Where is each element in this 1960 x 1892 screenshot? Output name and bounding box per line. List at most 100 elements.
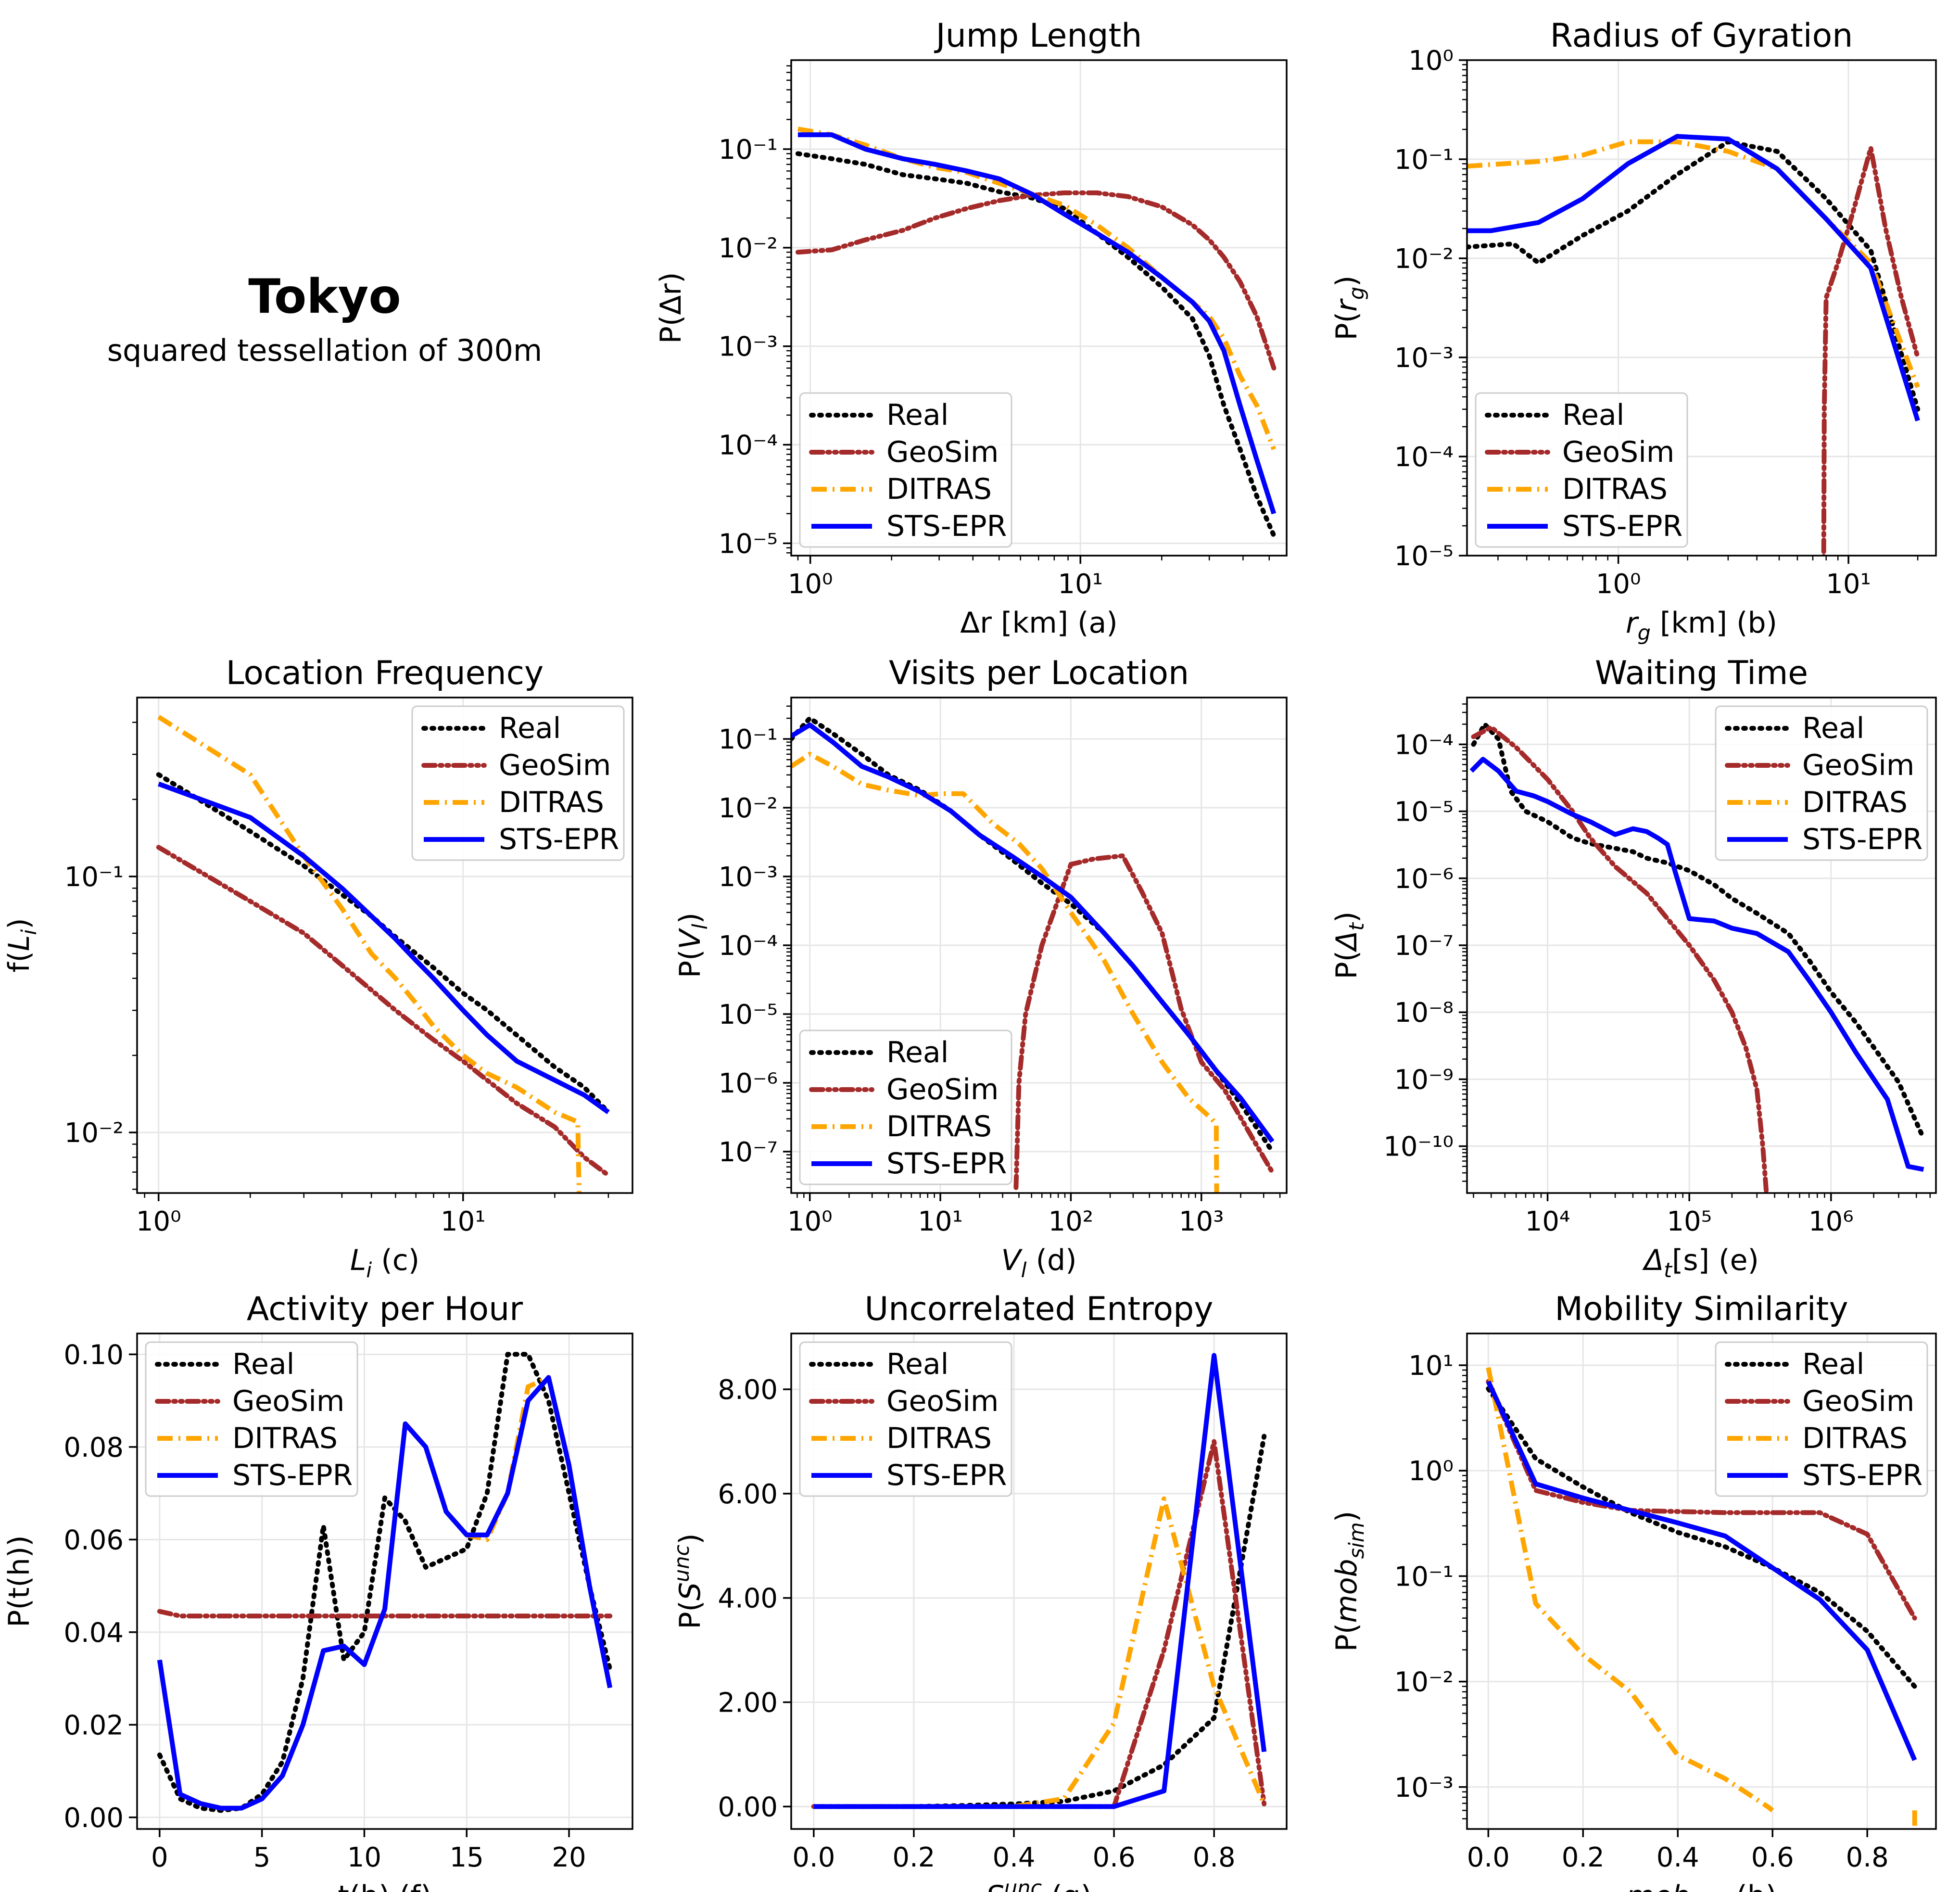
x-tick-label: 0.8	[1846, 1842, 1889, 1873]
y-tick-label: 0.10	[63, 1339, 124, 1371]
y-tick-label: 10⁻²	[1394, 243, 1454, 275]
legend-label: GeoSim	[232, 1384, 344, 1418]
y-tick-label: 0.00	[718, 1791, 778, 1823]
y-tick-label: 10⁻⁶	[719, 1068, 778, 1099]
x-tick-label: 10	[347, 1842, 381, 1873]
legend-label: DITRAS	[886, 1422, 992, 1455]
chart-c: 10⁰ 10¹ 10⁻² 10⁻¹ Location Frequency Li​ (c) f…	[2, 654, 633, 1282]
x-tick-label: 10¹	[1058, 569, 1103, 600]
legend-label: GeoSim	[886, 1384, 999, 1418]
y-tick-label: 10⁻³	[719, 862, 778, 893]
x-axis-label: t(h) (f)	[338, 1879, 431, 1892]
legend-label: DITRAS	[499, 786, 604, 819]
legend-label: Real	[1802, 1347, 1864, 1381]
legend-label: STS-EPR	[886, 509, 1007, 543]
city-subtitle: squared tessellation of 300m	[107, 333, 543, 368]
chart-title: Jump Length	[934, 17, 1142, 55]
chart-g: 0.0 0.2 0.4 0.6 0.8 0.00 2.00 4.00 6.00 8.00 Uncor…	[670, 1290, 1288, 1892]
y-tick-label: 10⁻²	[64, 1117, 124, 1149]
x-tick-label: 0.4	[1657, 1842, 1699, 1873]
x-tick-label: 0.2	[1562, 1842, 1605, 1873]
y-axis-label: P(Sunc​)	[670, 1533, 707, 1629]
legend-label: GeoSim	[886, 1073, 999, 1106]
x-tick-label: 15	[450, 1842, 484, 1873]
legend-label: DITRAS	[1802, 1422, 1908, 1455]
x-tick-label: 0.6	[1093, 1842, 1136, 1873]
series-line-ditras	[791, 751, 1219, 1193]
y-tick-label: 10⁻⁶	[1394, 863, 1454, 895]
legend-label: DITRAS	[232, 1422, 338, 1455]
legend-label: STS-EPR	[1802, 1459, 1922, 1492]
y-tick-label: 10⁻⁷	[1394, 930, 1454, 962]
series-line-ditras	[1467, 139, 1920, 388]
series-line-sts-epr	[1486, 1380, 1917, 1761]
series-line-geosim	[1821, 145, 1921, 556]
x-tick-label: 10⁰	[787, 1206, 833, 1237]
plot-frame	[136, 697, 633, 1194]
legend-label: GeoSim	[886, 435, 999, 469]
y-tick-label: 6.00	[718, 1479, 778, 1510]
y-tick-label: 10⁻¹	[64, 862, 124, 893]
x-axis-label: Vl​ (d)	[1001, 1244, 1077, 1282]
x-tick-label: 5	[253, 1842, 271, 1873]
legend-label: GeoSim	[1802, 749, 1914, 782]
x-tick-label: 10⁰	[788, 569, 833, 600]
legend-label: STS-EPR	[886, 1147, 1007, 1181]
x-tick-label: 0.0	[792, 1842, 835, 1873]
series-line-sts-epr	[157, 781, 610, 1115]
series-line-geosim	[1471, 724, 1769, 1193]
y-tick-label: 10⁻²	[1394, 1667, 1454, 1698]
y-tick-label: 10⁻⁸	[1394, 997, 1454, 1029]
y-tick-label: 10⁻³	[1394, 343, 1454, 374]
series-line-real	[1486, 1386, 1917, 1689]
y-tick-label: 8.00	[718, 1374, 778, 1406]
y-tick-label: 10⁻²	[719, 233, 778, 264]
legend-label: STS-EPR	[886, 1459, 1007, 1492]
chart-title: Waiting Time	[1595, 654, 1808, 692]
legend-label: Real	[499, 711, 561, 745]
gridlines	[791, 60, 1287, 556]
y-tick-label: 10⁻⁴	[719, 930, 778, 962]
legend-label: Real	[1802, 711, 1864, 745]
y-axis-label: P(Δt​)	[1330, 912, 1369, 979]
series-line-real	[1467, 139, 1921, 412]
x-tick-label: 0	[151, 1842, 168, 1873]
y-tick-label: 10⁻⁴	[1394, 729, 1454, 761]
y-tick-label: 0.04	[63, 1617, 124, 1649]
y-tick-label: 4.00	[718, 1583, 778, 1614]
x-tick-label: 20	[552, 1842, 586, 1873]
city-title: Tokyo	[248, 269, 401, 324]
y-tick-label: 10⁰	[1408, 1456, 1454, 1487]
series-line-ditras	[157, 715, 582, 1193]
legend-label: DITRAS	[886, 472, 992, 506]
series-line-ditras	[813, 1496, 1266, 1809]
series-line-geosim	[1013, 853, 1275, 1190]
series-line-sts-epr	[1469, 757, 1924, 1172]
y-axis-label: P(rg​)	[1330, 276, 1369, 341]
y-tick-label: 10⁻²	[719, 793, 778, 824]
y-axis-label: P(mobsim​)	[1330, 1511, 1369, 1652]
y-tick-label: 10⁻⁵	[719, 528, 778, 559]
chart-title: Radius of Gyration	[1550, 17, 1853, 55]
y-tick-label: 0.02	[63, 1710, 124, 1741]
x-tick-label: 0.8	[1193, 1842, 1236, 1873]
y-tick-label: 10¹	[1408, 1350, 1454, 1382]
legend-label: STS-EPR	[1562, 509, 1682, 543]
series-line-real	[1471, 722, 1926, 1141]
legend-label: GeoSim	[499, 749, 611, 782]
chart-title: Location Frequency	[226, 654, 544, 692]
legend-label: Real	[1562, 398, 1624, 432]
legend-label: STS-EPR	[232, 1459, 353, 1492]
x-tick-label: 10³	[1179, 1206, 1224, 1237]
y-tick-label: 10⁰	[1408, 45, 1454, 76]
x-axis-label: Δr [km] (a)	[960, 606, 1117, 640]
y-tick-label: 10⁻¹	[719, 134, 778, 165]
series-line-sts-epr	[813, 1353, 1267, 1809]
series-line-sts-epr	[157, 1375, 613, 1811]
series-line-sts-epr	[791, 722, 1275, 1143]
x-axis-label: rg​ [km] (b)	[1626, 606, 1777, 645]
